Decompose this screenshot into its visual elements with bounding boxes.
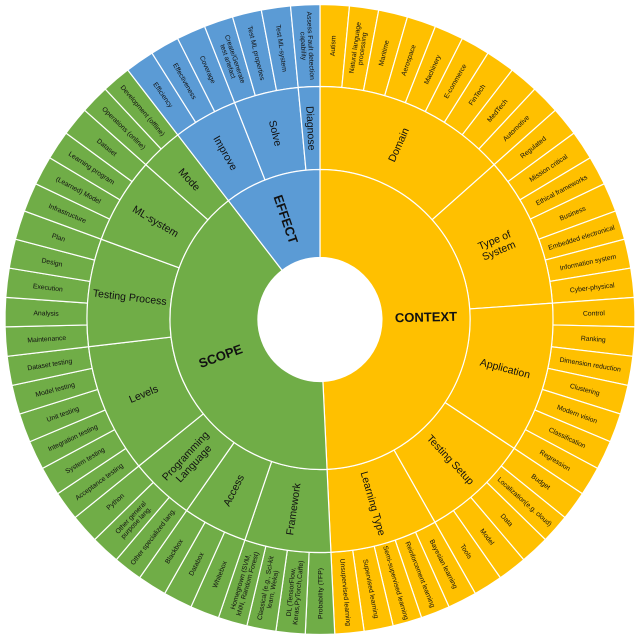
label-solve: Solve bbox=[266, 119, 284, 147]
label-diagnose: Diagnose bbox=[303, 106, 317, 151]
label-context: CONTEXT bbox=[395, 309, 457, 325]
label-probability-tfp: Probability (TFP) bbox=[317, 568, 324, 619]
label-maintenance: Maintenance bbox=[27, 335, 67, 345]
label-control: Control bbox=[583, 310, 606, 318]
label-autism: Autism bbox=[330, 35, 338, 56]
wedge-context bbox=[319, 168, 471, 470]
label-design: Design bbox=[41, 257, 63, 268]
label-execution: Execution bbox=[33, 283, 64, 293]
label-ranking: Ranking bbox=[581, 335, 607, 344]
label-plan: Plan bbox=[51, 233, 66, 244]
label-analysis: Analysis bbox=[33, 310, 59, 318]
wedge-scope bbox=[169, 199, 328, 471]
label-assess-fault-detection-capability: Assess Fault detectioncapability bbox=[298, 11, 316, 80]
wedge-effect bbox=[227, 168, 321, 272]
